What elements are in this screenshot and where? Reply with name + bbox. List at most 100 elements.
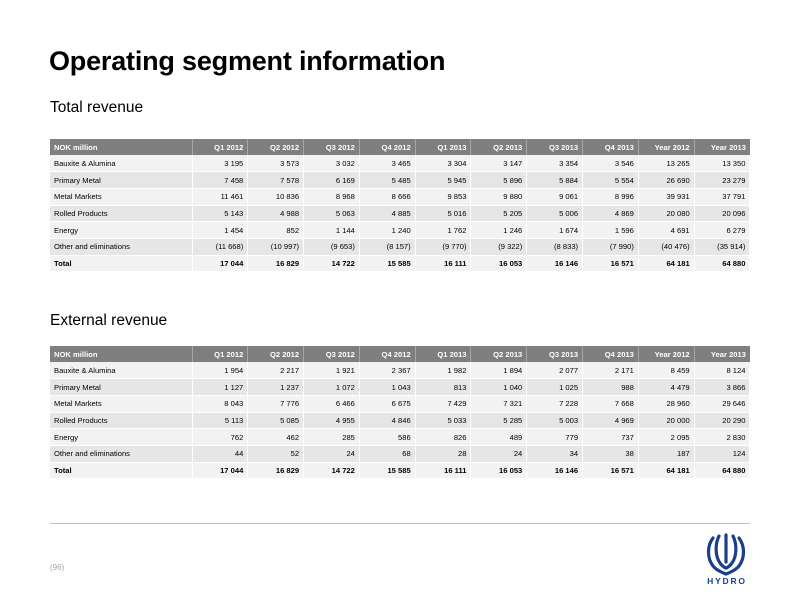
total-cell: 16 829 (247, 462, 305, 480)
column-header: Q4 2013 (582, 346, 639, 362)
table-cell: 5 485 (359, 171, 416, 189)
column-header: Q2 2012 (247, 139, 305, 155)
table-cell: 8 124 (694, 362, 751, 380)
table-cell: 124 (694, 445, 751, 463)
table-cell: 1 762 (415, 221, 472, 239)
table-cell: 24 (470, 445, 528, 463)
table-cell: 3 304 (415, 155, 472, 173)
row-label: Primary Metal (50, 171, 193, 189)
total-cell: 15 585 (359, 462, 416, 480)
table-cell: 9 880 (470, 188, 528, 206)
table-cell: 20 096 (694, 205, 751, 223)
table-cell: 187 (638, 445, 695, 463)
table-cell: 13 350 (694, 155, 751, 173)
column-header-label: NOK million (50, 346, 193, 362)
table-body: Bauxite & Alumina 1 954 2 217 1 921 2 367 1 9… (50, 362, 751, 480)
row-label: Metal Markets (50, 188, 193, 206)
table-cell: 8 996 (582, 188, 639, 206)
table-cell: 4 846 (359, 412, 416, 430)
table-cell: 5 063 (303, 205, 360, 223)
table-cell: (35 914) (694, 238, 751, 256)
table-cell: 2 367 (359, 362, 416, 380)
total-cell: 16 053 (470, 462, 528, 480)
total-cell: 64 181 (638, 255, 695, 273)
table-cell: 1 674 (526, 221, 584, 239)
table-cell: 779 (526, 428, 584, 446)
table-cell: 5 006 (526, 205, 584, 223)
table-cell: 4 869 (582, 205, 639, 223)
table-cell: 6 169 (303, 171, 360, 189)
table-cell: 26 690 (638, 171, 695, 189)
column-header: Year 2012 (638, 139, 695, 155)
table-row: Primary Metal 7 458 7 578 6 169 5 485 5 945 5 … (50, 171, 751, 189)
column-header: Q4 2012 (359, 139, 416, 155)
table-cell: 8 459 (638, 362, 695, 380)
column-header: Q2 2012 (247, 346, 305, 362)
footer-divider (50, 523, 750, 524)
page-number: (96) (50, 563, 65, 572)
table-row: Metal Markets 11 461 10 836 8 968 8 666 9 853… (50, 188, 751, 206)
total-cell: 16 146 (526, 462, 584, 480)
table-cell: 5 113 (192, 412, 249, 430)
row-label: Bauxite & Alumina (50, 155, 193, 173)
table-cell: 5 554 (582, 171, 639, 189)
table-cell: 28 960 (638, 395, 695, 413)
table-cell: 489 (470, 428, 528, 446)
table-cell: 7 578 (247, 171, 305, 189)
table-cell: 5 884 (526, 171, 584, 189)
table-cell: 2 217 (247, 362, 305, 380)
table-cell: 4 988 (247, 205, 305, 223)
table-cell: 38 (582, 445, 639, 463)
table-cell: 1 982 (415, 362, 472, 380)
table-cell: 1 237 (247, 378, 305, 396)
table-cell: 3 354 (526, 155, 584, 173)
column-header: Q2 2013 (470, 139, 528, 155)
column-header: Year 2013 (694, 139, 750, 155)
table-cell: 13 265 (638, 155, 695, 173)
table-cell: 4 885 (359, 205, 416, 223)
table-cell: 29 646 (694, 395, 751, 413)
table-row: Energy 1 454 852 1 144 1 240 1 762 1 246 1 674 1… (50, 221, 751, 239)
total-cell: 16 829 (247, 255, 305, 273)
table-cell: 5 016 (415, 205, 472, 223)
table-header: NOK million Q1 2012 Q2 2012 Q3 2012 Q4 2012 Q… (50, 139, 750, 155)
table-cell: 3 465 (359, 155, 416, 173)
table-cell: 23 279 (694, 171, 751, 189)
table-row: Primary Metal 1 127 1 237 1 072 1 043 813 1 04… (50, 378, 751, 396)
total-cell: 14 722 (303, 255, 360, 273)
table-cell: 1 246 (470, 221, 528, 239)
table-cell: 52 (247, 445, 305, 463)
total-row: Total 17 044 16 829 14 722 15 585 16 111 16 05… (50, 462, 751, 480)
table-cell: 37 791 (694, 188, 751, 206)
table-cell: 7 321 (470, 395, 528, 413)
row-label: Energy (50, 428, 193, 446)
table-cell: 8 043 (192, 395, 249, 413)
table-row: Rolled Products 5 113 5 085 4 955 4 846 5 033… (50, 412, 751, 430)
table-cell: 5 143 (192, 205, 249, 223)
table-cell: 2 095 (638, 428, 695, 446)
table-cell: 586 (359, 428, 416, 446)
table-row: Other and eliminations 44 52 24 68 28 24 34 38 18… (50, 445, 751, 463)
column-header: Q4 2013 (582, 139, 639, 155)
column-header: Q1 2012 (192, 346, 249, 362)
external-revenue-table: NOK million Q1 2012 Q2 2012 Q3 2012 Q4 2012 Q… (50, 346, 751, 480)
table-cell: 39 931 (638, 188, 695, 206)
column-header: Q4 2012 (359, 346, 416, 362)
table-cell: 5 085 (247, 412, 305, 430)
table-cell: (9 653) (303, 238, 360, 256)
table-cell: 8 968 (303, 188, 360, 206)
total-cell: 64 880 (694, 255, 751, 273)
table-cell: 9 853 (415, 188, 472, 206)
table-cell: 4 969 (582, 412, 639, 430)
table-row: Bauxite & Alumina 3 195 3 573 3 032 3 465 3 3… (50, 155, 751, 173)
table-cell: 3 147 (470, 155, 528, 173)
table-body: Bauxite & Alumina 3 195 3 573 3 032 3 465 3 3… (50, 155, 751, 273)
table-cell: 4 691 (638, 221, 695, 239)
table-cell: 3 032 (303, 155, 360, 173)
total-cell: 64 880 (694, 462, 751, 480)
table-cell: 1 144 (303, 221, 360, 239)
table-cell: (9 322) (470, 238, 528, 256)
total-label: Total (50, 255, 193, 273)
table-cell: 7 776 (247, 395, 305, 413)
table-cell: 6 466 (303, 395, 360, 413)
